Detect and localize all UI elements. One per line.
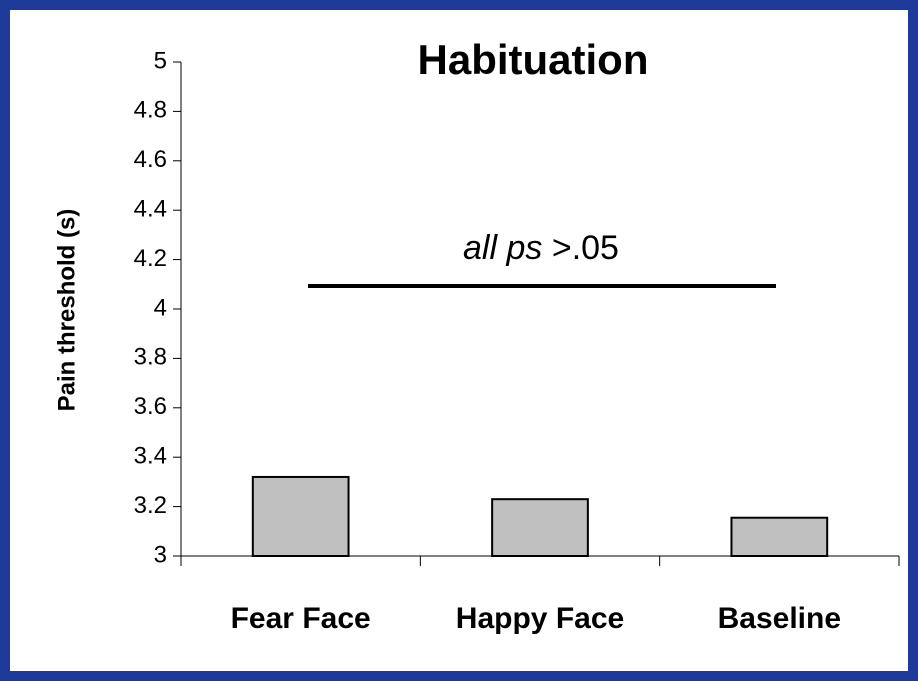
y-tick-label: 4.2 xyxy=(134,245,167,272)
y-axis-label: Pain threshold (s) xyxy=(53,209,80,412)
x-tick-label: Happy Face xyxy=(456,602,624,635)
bar xyxy=(491,498,589,558)
y-tick-label: 4.4 xyxy=(134,196,167,223)
x-tick-label: Fear Face xyxy=(231,602,371,635)
annotation-italic: all ps xyxy=(463,229,542,267)
y-tick-label: 4 xyxy=(154,294,167,321)
annotation: all ps >.05 xyxy=(463,229,619,267)
y-tick-label: 3 xyxy=(154,541,167,568)
chart-title: Habituation xyxy=(418,36,649,83)
bar xyxy=(730,516,829,558)
y-tick-label: 4.6 xyxy=(134,146,167,173)
y-tick-label: 3.6 xyxy=(134,393,167,420)
y-tick-label: 3.2 xyxy=(134,492,167,519)
y-tick-label: 4.8 xyxy=(134,97,167,124)
bar xyxy=(251,475,350,557)
y-tick-label: 3.8 xyxy=(134,344,167,371)
annotation-text: >.05 xyxy=(542,229,619,267)
panel xyxy=(10,10,908,671)
x-tick-label: Baseline xyxy=(718,602,841,635)
y-tick-label: 5 xyxy=(154,47,167,74)
y-tick-label: 3.4 xyxy=(134,443,167,470)
